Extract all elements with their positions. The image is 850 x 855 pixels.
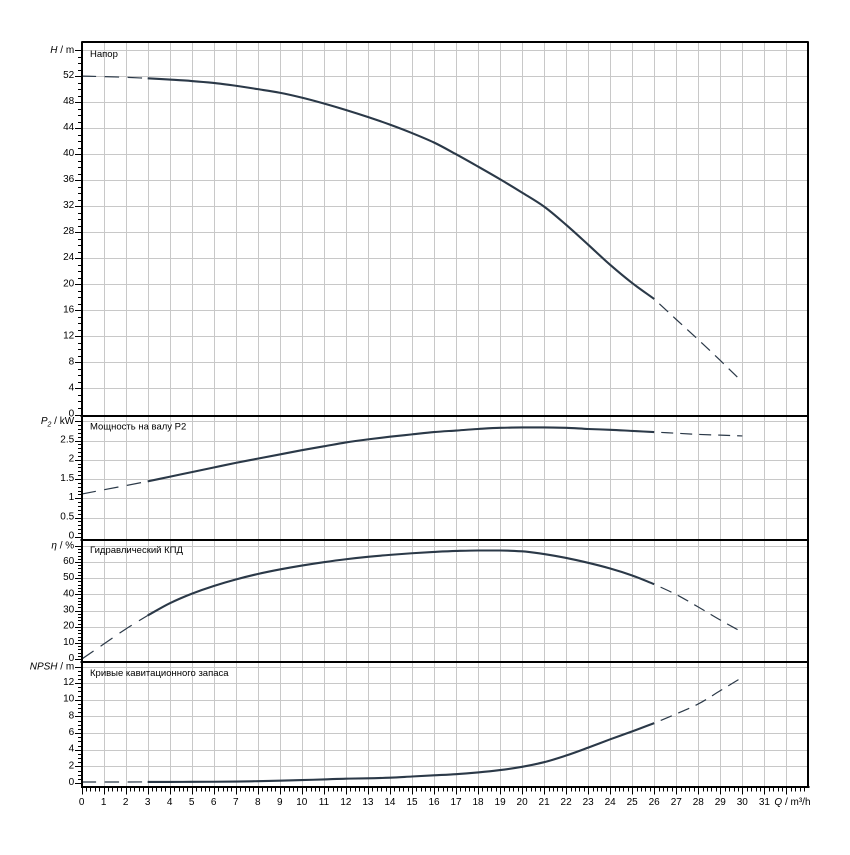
unit-part: / kW: [51, 416, 74, 427]
x-tick-label: 30: [737, 797, 749, 808]
y-tick-label: 0.5: [60, 511, 74, 522]
x-tick-label: 0: [79, 797, 85, 808]
x-axis-unit-label: Q / m³/h: [774, 797, 810, 808]
unit-part: NPSH: [30, 661, 59, 672]
x-tick-label: 9: [277, 797, 283, 808]
y-tick-label: 20: [63, 621, 75, 632]
unit-part: / m: [58, 661, 75, 672]
x-tick-label: 24: [605, 797, 617, 808]
x-tick-label: 7: [233, 797, 239, 808]
x-tick-label: 3: [145, 797, 151, 808]
y-tick-label: 40: [63, 588, 75, 599]
y-tick-label: 10: [63, 694, 75, 705]
y-tick-label: 16: [63, 304, 75, 315]
x-tick-label: 12: [340, 797, 352, 808]
y-tick-label: 2: [69, 760, 75, 771]
x-tick-label: 26: [649, 797, 661, 808]
y-axis-unit-label-power: P2 / kW: [41, 416, 75, 428]
x-tick-label: 20: [517, 797, 529, 808]
x-tick-label: 4: [167, 797, 173, 808]
y-tick-label: 8: [69, 356, 75, 367]
x-tick-label: 25: [627, 797, 639, 808]
y-tick-label: 10: [63, 637, 75, 648]
x-tick-label: 21: [539, 797, 551, 808]
x-tick-label: 6: [211, 797, 217, 808]
x-tick-label: 11: [319, 797, 330, 808]
y-tick-label: 2.5: [60, 434, 74, 445]
y-tick-label: 1.5: [60, 473, 74, 484]
x-tick-label: 31: [759, 797, 771, 808]
x-tick-label: 17: [450, 797, 462, 808]
x-tick-label: 29: [715, 797, 727, 808]
unit-part: / m³/h: [782, 797, 810, 808]
y-tick-label: 28: [63, 226, 75, 237]
y-tick-label: 20: [63, 278, 75, 289]
y-tick-label: 44: [63, 122, 75, 133]
y-axis-unit-label-efficiency: η / %: [51, 541, 74, 552]
y-tick-label: 2: [69, 454, 75, 465]
x-tick-label: 28: [693, 797, 705, 808]
y-tick-label: 1: [69, 492, 75, 503]
y-tick-label: 8: [69, 710, 75, 721]
panel-title-head: Напор: [90, 49, 118, 60]
x-tick-label: 13: [362, 797, 374, 808]
unit-part: / %: [57, 541, 74, 552]
x-tick-label: 10: [296, 797, 308, 808]
x-tick-label: 14: [384, 797, 396, 808]
x-tick-label: 19: [495, 797, 507, 808]
x-tick-label: 16: [428, 797, 440, 808]
y-tick-label: 0: [69, 777, 75, 788]
x-tick-label: 2: [123, 797, 129, 808]
x-tick-label: 8: [255, 797, 261, 808]
panel-title-efficiency: Гидравлический КПД: [90, 545, 183, 556]
panel-title-power: Мощность на валу P2: [90, 422, 186, 433]
y-axis-unit-label-head: H / m: [50, 45, 74, 56]
y-tick-label: 6: [69, 727, 75, 738]
y-tick-label: 24: [63, 252, 75, 263]
y-tick-label: 36: [63, 174, 75, 185]
y-tick-label: 52: [63, 70, 75, 81]
y-tick-label: 40: [63, 148, 75, 159]
x-tick-label: 5: [189, 797, 195, 808]
y-tick-label: 4: [69, 382, 75, 393]
x-tick-label: 23: [583, 797, 595, 808]
y-tick-label: 12: [63, 330, 75, 341]
y-tick-label: 12: [63, 677, 75, 688]
y-tick-label: 48: [63, 96, 75, 107]
x-tick-label: 15: [406, 797, 418, 808]
y-tick-label: 30: [63, 605, 75, 616]
y-axis-unit-label-npsh: NPSH / m: [30, 661, 74, 672]
x-tick-label: 18: [472, 797, 484, 808]
panel-title-npsh: Кривые кавитационного запаса: [90, 668, 229, 679]
y-tick-label: 50: [63, 572, 75, 583]
x-tick-label: 1: [101, 797, 107, 808]
y-tick-label: 4: [69, 744, 75, 755]
unit-part: / m: [58, 45, 75, 56]
y-tick-label: 60: [63, 556, 75, 567]
x-tick-label: 27: [671, 797, 683, 808]
y-tick-label: 32: [63, 200, 75, 211]
x-tick-label: 22: [561, 797, 573, 808]
